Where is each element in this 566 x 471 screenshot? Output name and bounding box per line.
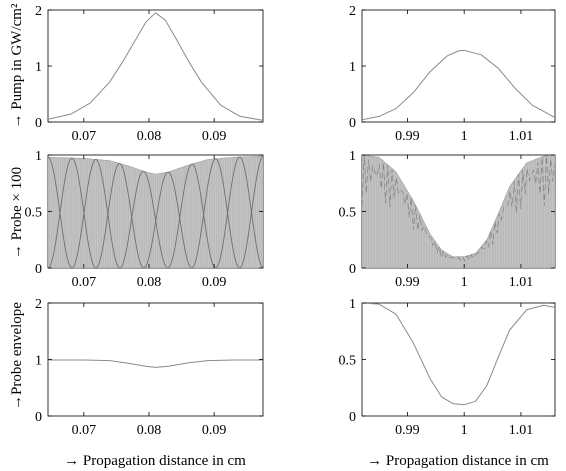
envelope-right-xtick-label: 1.01: [509, 423, 534, 438]
xlabel-left: → Propagation distance in cm: [64, 453, 246, 469]
envelope-left-xtick-label: 0.09: [202, 423, 227, 438]
probe-left-xtick-label: 0.07: [72, 275, 97, 290]
ylabel-envelope: →Probe envelope: [9, 302, 25, 410]
envelope-right-ytick-label: 0.5: [339, 354, 357, 369]
pump-right-frame: [361, 9, 556, 123]
probe-right-carrier-lines: [362, 155, 555, 268]
probe-right-carrier-trace: [362, 155, 555, 263]
envelope-right-xtick-label: 1: [461, 423, 468, 438]
probe-left-panel: 0.07 0.08 0.09 0 0.5 1: [25, 149, 264, 290]
pump-left-xtick-label: 0.09: [202, 129, 227, 144]
probe-left-ytick-label: 1: [35, 149, 42, 164]
pump-left-xtick-label: 0.07: [72, 129, 97, 144]
pump-right-ytick-label: 0: [349, 116, 356, 131]
envelope-left-xtick-label: 0.08: [137, 423, 162, 438]
pump-right-ytick-label: 2: [349, 4, 356, 19]
pump-left-frame: [47, 9, 264, 123]
probe-left-ytick-label: 0.5: [25, 206, 43, 221]
envelope-left-curve: [48, 359, 263, 368]
probe-left-ytick-label: 0: [35, 262, 42, 277]
pump-right-panel: 0.99 1 1.01 0 1 2: [349, 4, 556, 144]
pump-right-xtick-label: 1.01: [509, 129, 534, 144]
probe-left-xtick-label: 0.08: [137, 275, 162, 290]
probe-right-ytick-label: 0: [349, 262, 356, 277]
pump-left-ytick-label: 0: [35, 116, 42, 131]
pump-left-xtick-label: 0.08: [137, 129, 162, 144]
envelope-left-frame: [47, 302, 264, 417]
envelope-right-ytick-label: 0: [349, 410, 356, 425]
envelope-right-xtick-label: 0.99: [395, 423, 420, 438]
pump-left-curve: [48, 12, 263, 121]
envelope-left-xtick-label: 0.07: [72, 423, 97, 438]
probe-right-xtick-label: 0.99: [395, 275, 420, 290]
probe-right-ytick-label: 0.5: [339, 206, 357, 221]
envelope-left-ytick-label: 1: [35, 354, 42, 369]
pump-right-xtick-label: 0.99: [395, 129, 420, 144]
probe-right-xtick-label: 1.01: [509, 275, 534, 290]
envelope-left-ytick-label: 0: [35, 410, 42, 425]
pump-left-panel: 0.07 0.08 0.09 0 1 2: [35, 4, 264, 144]
probe-right-panel: 0.99 1 1.01 0 0.5 1: [339, 149, 556, 290]
pump-left-ytick-label: 2: [35, 4, 42, 19]
probe-left-beat-1: [48, 155, 263, 268]
envelope-right-curve: [362, 303, 555, 406]
probe-left-xtick-label: 0.09: [202, 275, 227, 290]
envelope-right-frame: [361, 302, 556, 417]
pump-left-ytick-label: 1: [35, 60, 42, 75]
envelope-right-panel: 0.99 1 1.01 0 0.5 1: [339, 297, 556, 438]
pump-right-xtick-label: 1: [461, 129, 468, 144]
ylabel-pump: → Pump in GW/cm²: [9, 3, 25, 128]
ylabel-probe: → Probe × 100: [9, 167, 25, 259]
envelope-left-ytick-label: 2: [35, 297, 42, 312]
xlabel-right: → Propagation distance in cm: [367, 453, 549, 469]
pump-right-ytick-label: 1: [349, 60, 356, 75]
envelope-right-ytick-label: 1: [349, 297, 356, 312]
envelope-left-panel: 0.07 0.08 0.09 0 1 2: [35, 297, 264, 438]
pump-right-curve: [362, 49, 555, 121]
probe-right-ytick-label: 1: [349, 149, 356, 164]
probe-right-xtick-label: 1: [461, 275, 468, 290]
